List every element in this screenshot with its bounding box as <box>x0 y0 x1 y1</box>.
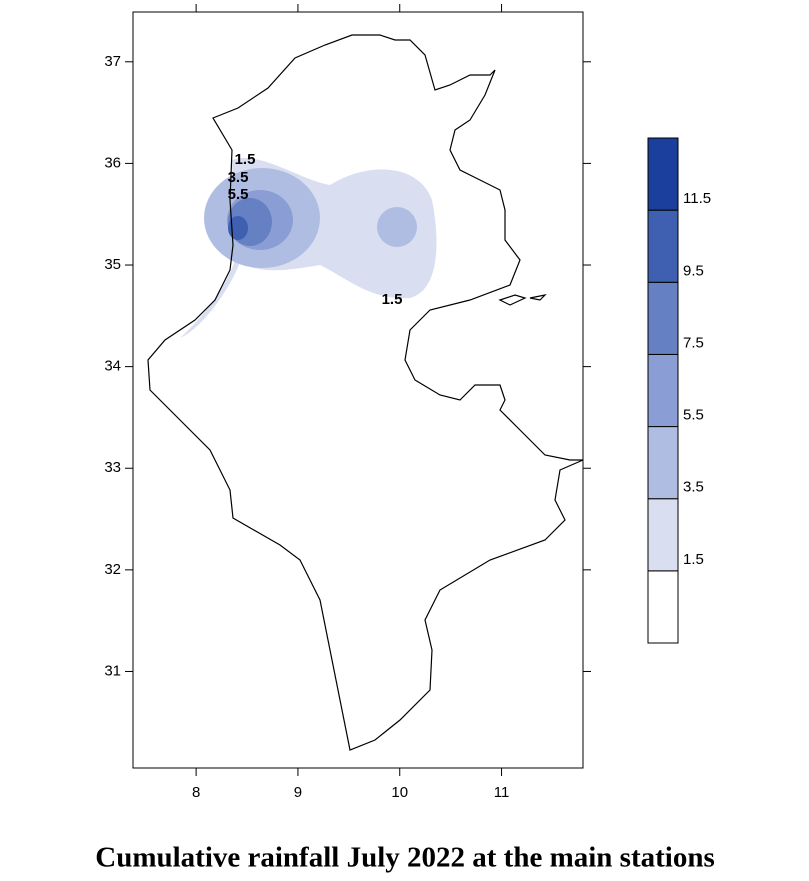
y-tick-label: 32 <box>104 561 121 578</box>
plot-frame <box>132 11 584 769</box>
colorbar-label: 9.5 <box>683 262 704 279</box>
contour-region <box>377 207 417 247</box>
colorbar-band <box>647 281 679 355</box>
colorbar-band <box>647 353 679 428</box>
contour-label: 1.5 <box>235 151 256 168</box>
y-tick-label: 35 <box>104 256 121 273</box>
y-tick-label: 37 <box>104 53 121 70</box>
x-tick-label: 11 <box>494 784 510 801</box>
colorbar-label: 1.5 <box>683 551 704 568</box>
colorbar-band <box>647 209 679 283</box>
colorbar-label: 5.5 <box>683 407 704 424</box>
contour-label: 3.5 <box>228 169 249 186</box>
chart-title: Cumulative rainfall July 2022 at the mai… <box>95 842 715 874</box>
contour-label: 5.5 <box>228 186 249 203</box>
colorbar-label: 7.5 <box>683 334 704 351</box>
y-tick-label: 31 <box>104 662 121 679</box>
colorbar-band <box>647 426 679 500</box>
contour-region <box>228 216 248 240</box>
contour-label: 1.5 <box>382 291 403 308</box>
y-tick-label: 33 <box>104 459 121 476</box>
colorbar-band <box>647 570 679 644</box>
country-outline <box>147 34 584 751</box>
x-tick-label: 10 <box>391 784 408 801</box>
colorbar-label: 3.5 <box>683 479 704 496</box>
y-tick-label: 34 <box>104 358 121 375</box>
colorbar-band <box>647 137 679 211</box>
colorbar-label: 11.5 <box>683 190 711 207</box>
colorbar-band <box>647 498 679 572</box>
x-tick-label: 9 <box>294 784 302 801</box>
contour-layer <box>180 157 437 338</box>
x-tick-label: 8 <box>192 784 200 801</box>
y-tick-label: 36 <box>104 154 121 171</box>
